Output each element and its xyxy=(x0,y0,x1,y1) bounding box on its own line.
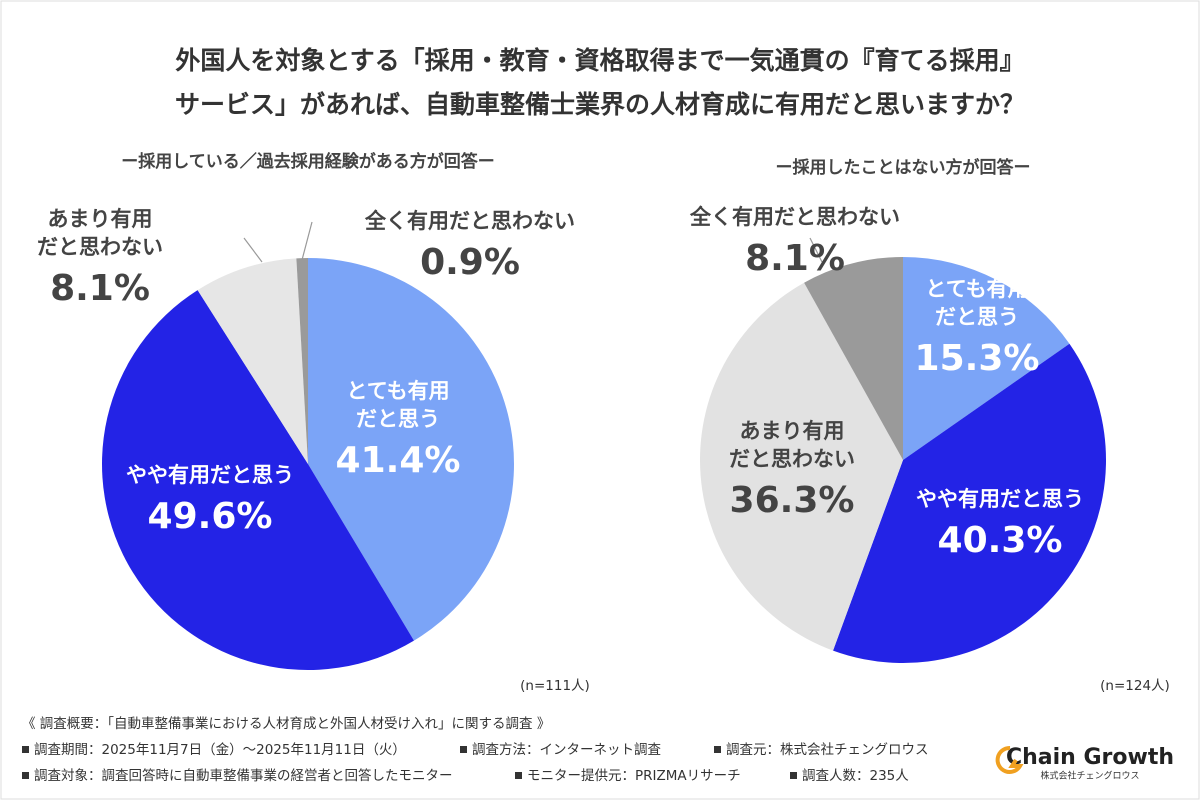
footer-item: 調査元：株式会社チェングロウス xyxy=(726,742,929,758)
pie-slice xyxy=(197,258,308,464)
label-line: だと思う xyxy=(935,305,1019,329)
footer-item: 調査人数：235人 xyxy=(802,768,909,784)
note: (n=124人) xyxy=(1100,678,1170,694)
value-label: 0.9% xyxy=(420,242,520,283)
pie-slice xyxy=(296,258,308,464)
subtitle: ー採用したことはない方が回答ー xyxy=(776,157,1031,178)
slice-label: やや有用だと思う xyxy=(126,463,294,487)
slice-label: とても有用だと思う xyxy=(346,379,449,431)
slice-label: とても有用だと思う xyxy=(925,277,1028,329)
slice-label: やや有用だと思う xyxy=(916,487,1084,511)
bullet xyxy=(460,746,467,753)
label-line: だと思わない xyxy=(729,447,855,471)
label-line: とても有用 xyxy=(346,379,449,403)
bullet xyxy=(515,772,522,779)
slice-label: あまり有用だと思わない xyxy=(37,207,163,259)
footer-item: 調査方法：インターネット調査 xyxy=(472,742,661,758)
pie-slice xyxy=(699,282,903,651)
bullet xyxy=(714,746,721,753)
bullet xyxy=(22,772,29,779)
title-line: サービス」があれば、自動車整備士業界の人材育成に有用だと思いますか？ xyxy=(175,90,1025,119)
slice-label: 全く有用だと思わない xyxy=(364,209,575,233)
leader-line xyxy=(243,237,263,263)
subtitle: ー採用している／過去採用経験がある方が回答ー xyxy=(121,151,495,172)
pie-slice xyxy=(804,257,903,460)
slice-label: 全く有用だと思わない xyxy=(689,205,900,229)
pie-slice xyxy=(308,258,514,641)
value-label: 15.3% xyxy=(915,338,1040,379)
footer-item: 調査対象：調査回答時に自動車整備事業の経営者と回答したモニター xyxy=(34,767,453,784)
label-line: とても有用 xyxy=(925,277,1028,301)
label-line: あまり有用 xyxy=(48,207,153,231)
footer-item: 調査期間：2025年11月7日（金）～2025年11月11日（火） xyxy=(34,742,406,758)
logo-icon xyxy=(995,745,1024,774)
leader-line xyxy=(301,221,313,261)
bullet xyxy=(790,772,797,779)
value-label: 41.4% xyxy=(336,440,461,481)
label-line: だと思う xyxy=(356,407,440,431)
footer-item: モニター提供元：PRIZMAリサーチ xyxy=(527,768,741,784)
label-line: だと思わない xyxy=(37,235,163,259)
label-line: あまり有用 xyxy=(740,419,845,443)
value-label: 40.3% xyxy=(938,520,1063,561)
logo: Chain Growth xyxy=(1006,745,1174,770)
note: (n=111人) xyxy=(520,678,590,694)
leader-line xyxy=(809,237,823,263)
bullet xyxy=(22,746,29,753)
title-line: 外国人を対象とする「採用・教育・資格取得まで一気通貫の『育てる採用』 xyxy=(175,46,1024,75)
value-label: 8.1% xyxy=(745,238,845,279)
footer-summary: 《 調査概要：「自動車整備事業における人材育成と外国人材受け入れ」に関する調査 … xyxy=(22,716,550,732)
pie-slice xyxy=(102,290,414,670)
value-label: 8.1% xyxy=(50,268,150,309)
value-label: 36.3% xyxy=(730,480,855,521)
logo-sub: 株式会社チェングロウス xyxy=(1040,770,1139,782)
pie-slice xyxy=(833,343,1106,663)
pie-slice xyxy=(903,257,1070,460)
slice-label: あまり有用だと思わない xyxy=(729,419,855,471)
value-label: 49.6% xyxy=(148,496,273,537)
